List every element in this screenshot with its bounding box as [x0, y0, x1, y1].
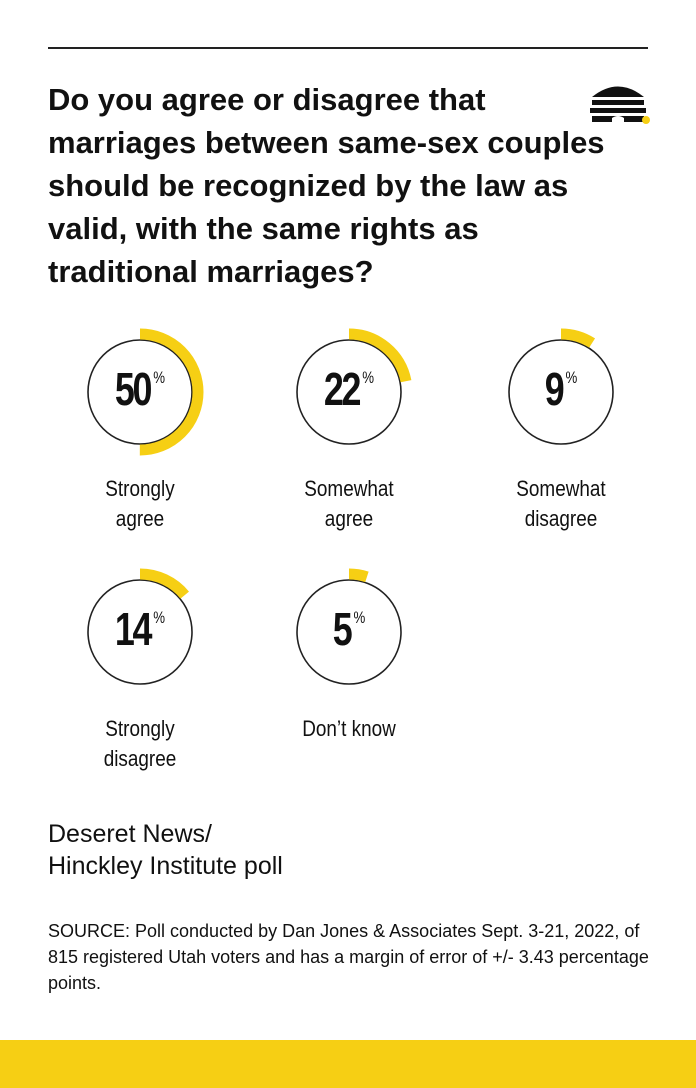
percent-number: 50 [114, 363, 153, 415]
label-line-1: disagree [524, 506, 598, 531]
label-line-0: Strongly [105, 716, 175, 741]
donut-category-label: Strongly disagree [63, 714, 218, 774]
percent-number: 9 [544, 363, 565, 415]
donut-3 [76, 568, 204, 696]
donut-1 [285, 328, 413, 456]
label-line-0: Somewhat [304, 476, 394, 501]
label-line-0: Don’t know [302, 716, 396, 741]
donut-value-arc [285, 568, 413, 696]
label-line-0: Somewhat [516, 476, 606, 501]
donut-percent-value: 9% [506, 362, 615, 416]
percent-sign: % [353, 608, 366, 627]
donut-percent-value: 5% [294, 602, 403, 656]
donut-value-arc [497, 328, 625, 456]
percent-number: 22 [323, 363, 362, 415]
donut-4 [285, 568, 413, 696]
donut-ring [87, 579, 193, 685]
bottom-accent-bar [0, 1040, 696, 1088]
donut-percent-value: 50% [85, 362, 194, 416]
percent-sign: % [153, 608, 166, 627]
percent-sign: % [153, 368, 166, 387]
beehive-icon [590, 86, 650, 124]
donut-0 [76, 328, 204, 456]
label-line-1: agree [115, 506, 165, 531]
percent-sign: % [362, 368, 375, 387]
donut-value-arc [76, 328, 204, 456]
donut-2 [497, 328, 625, 456]
label-line-0: Strongly [105, 476, 175, 501]
percent-sign: % [565, 368, 578, 387]
donut-ring [296, 579, 402, 685]
donut-category-label: Somewhat disagree [484, 474, 639, 534]
top-rule [48, 47, 648, 49]
label-line-1: disagree [103, 746, 177, 771]
source-title-line-2: Hinckley Institute poll [48, 852, 283, 880]
source-title-line-1: Deseret News/ [48, 820, 212, 848]
source-note: SOURCE: Poll conducted by Dan Jones & As… [48, 921, 649, 993]
donut-value-arc [285, 328, 413, 456]
donut-value-arc [76, 568, 204, 696]
donut-category-label: Somewhat agree [272, 474, 427, 534]
donut-ring [87, 339, 193, 445]
donut-percent-value: 14% [85, 602, 194, 656]
donut-chart-grid: 50% Strongly agree 22% Somewhat agree 9% Somewh… [63, 328, 639, 774]
donut-percent-value: 22% [294, 362, 403, 416]
label-line-1: agree [324, 506, 374, 531]
chart-title: Do you agree or disagree that marriages … [48, 82, 605, 289]
donut-category-label: Strongly agree [63, 474, 218, 534]
donut-ring [508, 339, 614, 445]
donut-ring [296, 339, 402, 445]
percent-number: 14 [114, 603, 153, 655]
donut-category-label: Don’t know [272, 714, 427, 744]
percent-number: 5 [332, 603, 353, 655]
source-title: Deseret News/ Hinckley Institute poll [48, 818, 448, 882]
